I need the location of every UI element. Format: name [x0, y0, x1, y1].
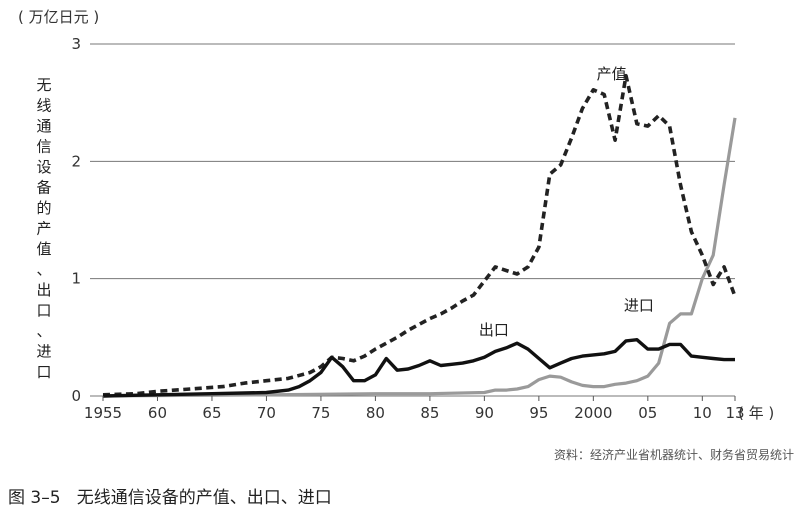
- grid: [90, 43, 735, 397]
- y-label-char: 备: [36, 179, 51, 197]
- x-tick-label: 75: [311, 404, 330, 422]
- y-label-char: 值: [36, 240, 51, 258]
- y-label-char: 进: [36, 343, 51, 361]
- y-label-char: 出: [36, 281, 51, 299]
- x-tick-label: 90: [475, 404, 494, 422]
- series: [102, 73, 737, 398]
- x-tick-label: 80: [366, 404, 385, 422]
- y-label-char: 产: [36, 220, 51, 238]
- source-note: 资料：经济产业省机器统计、财务省贸易统计: [554, 447, 794, 462]
- y-tick-label: 3: [71, 35, 81, 53]
- y-label-char: 口: [36, 302, 51, 320]
- y-label-char: 通: [36, 117, 51, 135]
- y-label-char: 无: [36, 76, 51, 94]
- annotation-进口: 进口: [624, 296, 654, 314]
- x-tick-label: 13: [725, 404, 744, 422]
- series-line-进口: [102, 117, 737, 398]
- y-tick-label: 1: [71, 270, 81, 288]
- y-unit-label: ( 万亿日元 ): [18, 8, 99, 26]
- annotation-出口: 出口: [479, 321, 509, 339]
- x-tick-label: 95: [529, 404, 548, 422]
- annotation-产值: 产值: [597, 65, 627, 83]
- y-label-char: 、: [36, 322, 51, 340]
- series-line-产值: [102, 73, 737, 397]
- x-unit-label: ( 年 ): [738, 404, 774, 422]
- x-tick-label: 10: [693, 404, 712, 422]
- y-label-char: 设: [36, 158, 51, 176]
- y-label-char: 线: [36, 97, 51, 115]
- y-axis-ticks: 0 1 2 3: [71, 35, 81, 405]
- figure-caption: 图 3–5 无线通信设备的产值、出口、进口: [8, 488, 332, 508]
- y-tick-label: 2: [71, 152, 81, 170]
- y-label-char: 、: [36, 261, 51, 279]
- y-axis-label: 无线通信设备的产值、出口、进口: [36, 76, 51, 381]
- x-tick-label: 1955: [84, 404, 122, 422]
- x-axis-ticks: 1955 60 65 70 75 80 85 90 95 2000 05 10 13: [84, 396, 745, 422]
- x-tick-label: 65: [202, 404, 221, 422]
- y-label-char: 的: [36, 199, 51, 217]
- x-tick-label: 85: [420, 404, 439, 422]
- y-label-char: 信: [36, 138, 51, 156]
- x-tick-label: 60: [148, 404, 167, 422]
- x-tick-label: 2000: [574, 404, 612, 422]
- x-tick-label: 70: [257, 404, 276, 422]
- y-label-char: 口: [36, 363, 51, 381]
- x-tick-label: 05: [638, 404, 657, 422]
- y-tick-label: 0: [71, 387, 81, 405]
- series-line-出口: [102, 338, 735, 398]
